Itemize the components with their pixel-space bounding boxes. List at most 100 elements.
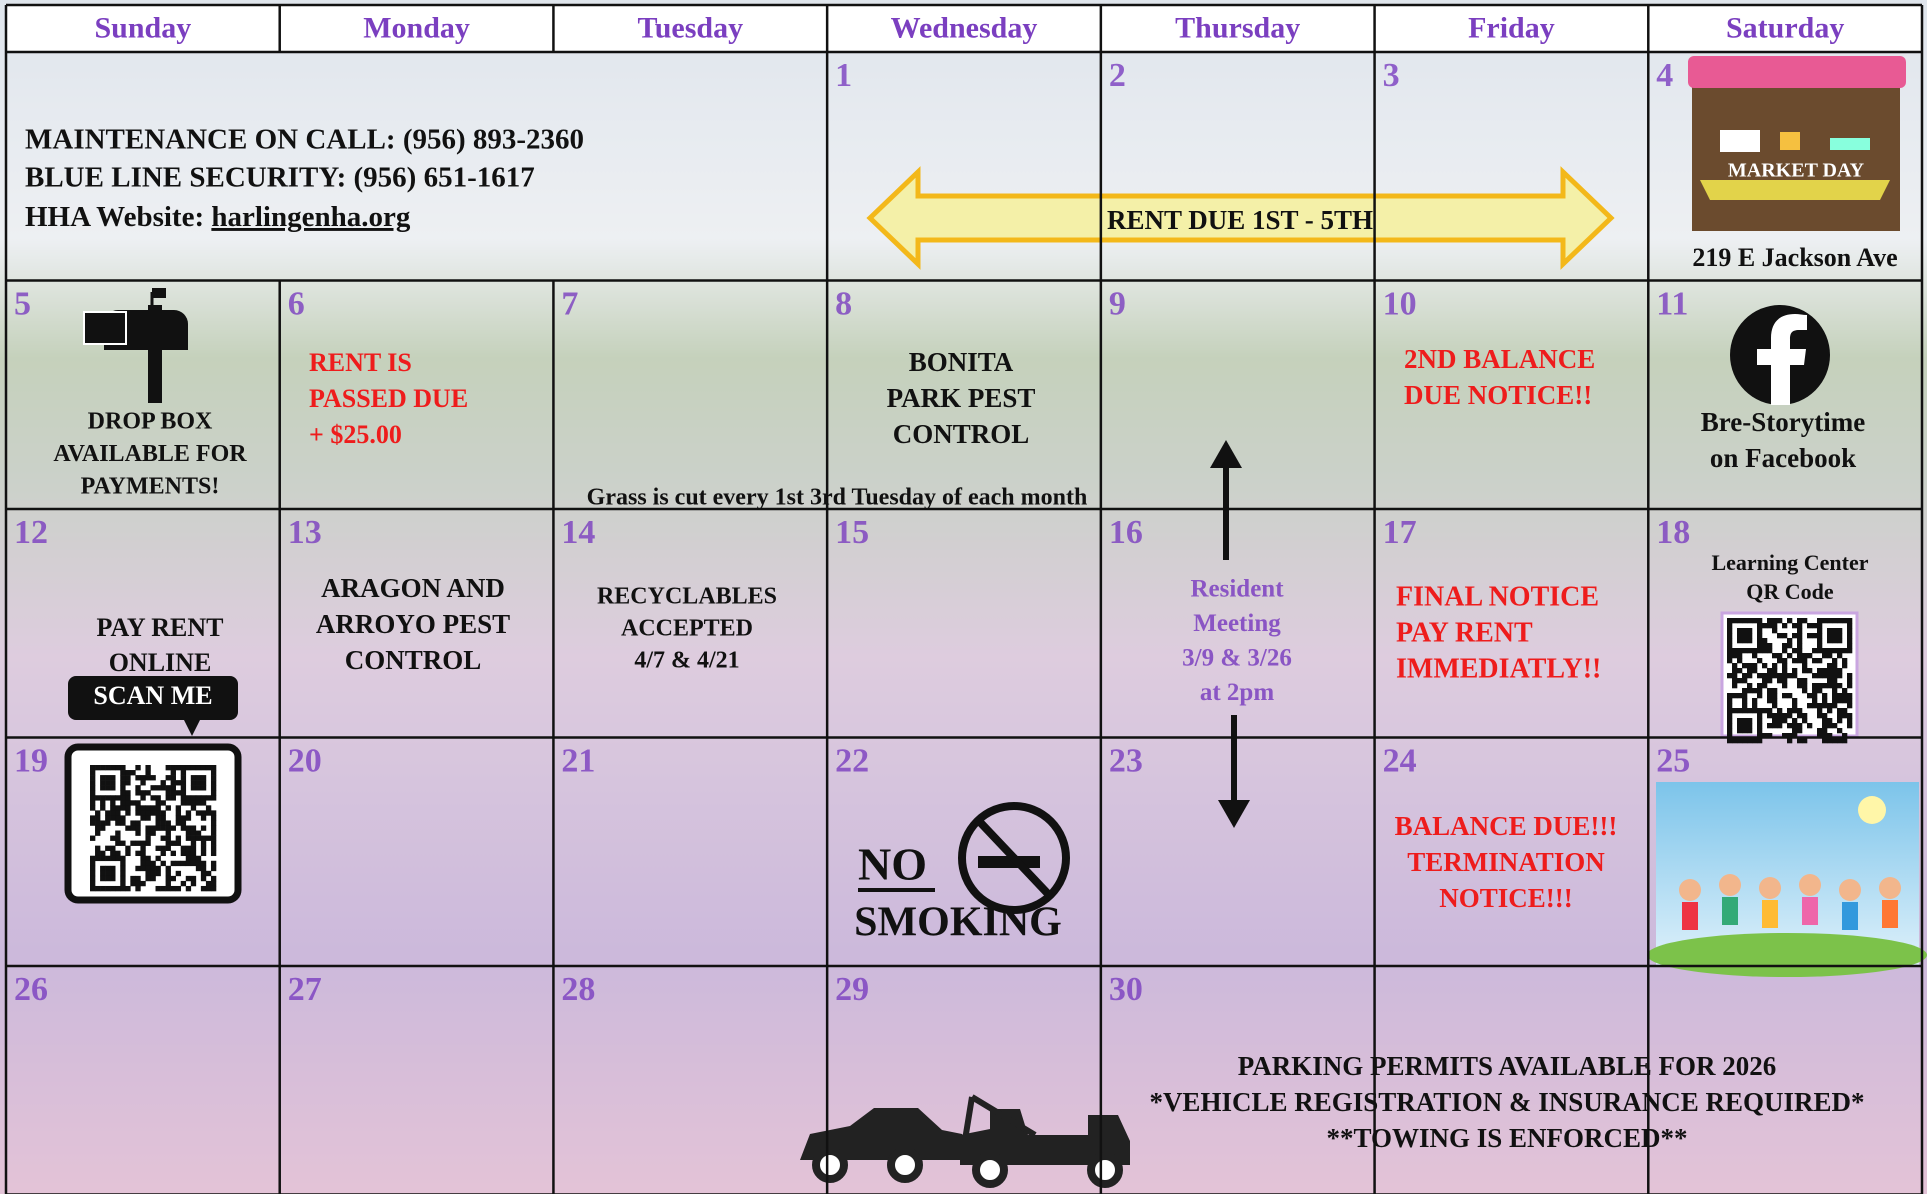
qr-module bbox=[115, 805, 121, 811]
qr-module bbox=[145, 805, 151, 811]
qr-module bbox=[1837, 713, 1843, 719]
qr-module bbox=[120, 765, 126, 771]
qr-module bbox=[140, 850, 146, 857]
qr-module bbox=[90, 885, 96, 892]
qr-module bbox=[1847, 648, 1853, 654]
qr-module bbox=[145, 870, 151, 877]
qr-module bbox=[140, 845, 146, 851]
contact-line: HHA Website: harlingenha.org bbox=[25, 201, 411, 233]
event-text: Grass is cut every 1st 3rd Tuesday of ea… bbox=[587, 485, 1088, 511]
qr-module bbox=[1837, 693, 1843, 699]
qr-module bbox=[1747, 673, 1753, 679]
qr-module bbox=[95, 815, 101, 821]
qr-module bbox=[200, 865, 207, 872]
qr-module bbox=[1822, 713, 1828, 719]
qr-module bbox=[120, 855, 126, 862]
qr-module bbox=[1762, 648, 1768, 654]
qr-module bbox=[105, 765, 111, 771]
qr-module bbox=[145, 815, 151, 821]
qr-module bbox=[145, 765, 151, 771]
qr-module bbox=[1802, 653, 1808, 659]
qr-module bbox=[1827, 633, 1833, 639]
qr-module bbox=[1757, 638, 1763, 644]
date-number: 3 bbox=[1383, 57, 1400, 94]
date-number: 21 bbox=[561, 742, 595, 779]
qr-module bbox=[1737, 678, 1743, 684]
qr-module bbox=[1737, 723, 1743, 729]
qr-module bbox=[185, 835, 192, 841]
qr-module bbox=[1742, 728, 1748, 734]
qr-module bbox=[1772, 698, 1778, 704]
qr-module bbox=[135, 765, 141, 771]
qr-module bbox=[115, 830, 121, 836]
event-text: ARROYO PEST bbox=[316, 609, 510, 639]
qr-module bbox=[110, 785, 116, 791]
qr-module bbox=[170, 795, 176, 801]
qr-module bbox=[120, 880, 126, 887]
weekday: Friday bbox=[1468, 11, 1555, 44]
qr-module bbox=[1812, 688, 1818, 694]
qr-module bbox=[1807, 623, 1813, 629]
date-number: 13 bbox=[288, 514, 322, 551]
qr-module bbox=[1782, 733, 1788, 739]
qr-module bbox=[115, 815, 121, 821]
qr-module bbox=[1797, 708, 1803, 714]
qr-module bbox=[1742, 738, 1748, 744]
qr-module bbox=[160, 780, 166, 786]
qr-module bbox=[1797, 643, 1803, 649]
qr-module bbox=[1817, 728, 1823, 734]
qr-module bbox=[120, 875, 126, 882]
qr-module bbox=[100, 800, 106, 806]
qr-module bbox=[135, 850, 141, 857]
qr-module bbox=[155, 870, 161, 877]
qr-module bbox=[95, 825, 101, 831]
qr-module bbox=[95, 795, 101, 801]
qr-module bbox=[1787, 733, 1793, 739]
qr-module bbox=[1792, 698, 1798, 704]
qr-module bbox=[1762, 683, 1768, 689]
qr-module bbox=[1787, 618, 1793, 624]
qr-module bbox=[105, 820, 111, 826]
qr-module bbox=[160, 825, 166, 831]
qr-module bbox=[1827, 738, 1833, 744]
qr-module bbox=[160, 860, 166, 867]
event-text: DUE NOTICE!! bbox=[1404, 380, 1592, 410]
qr-module bbox=[120, 860, 126, 867]
qr-module bbox=[100, 775, 106, 781]
qr-module bbox=[1847, 643, 1853, 649]
qr-module bbox=[1817, 733, 1823, 739]
qr-module bbox=[1827, 723, 1833, 729]
qr-module bbox=[1827, 648, 1833, 654]
qr-module bbox=[1742, 648, 1748, 654]
qr-module bbox=[1847, 633, 1853, 639]
date-number: 5 bbox=[14, 285, 31, 322]
qr-module bbox=[210, 790, 217, 796]
qr-module bbox=[1817, 643, 1823, 649]
qr-module bbox=[110, 815, 116, 821]
date-number: 18 bbox=[1656, 514, 1690, 551]
qr-module bbox=[1762, 623, 1768, 629]
qr-module bbox=[100, 875, 106, 882]
qr-module bbox=[125, 845, 131, 851]
qr-module bbox=[1807, 633, 1813, 639]
qr-module bbox=[1747, 663, 1753, 669]
qr-module bbox=[90, 765, 96, 771]
qr-module bbox=[180, 775, 187, 781]
qr-module bbox=[150, 875, 156, 882]
qr-module bbox=[210, 860, 217, 867]
qr-module bbox=[195, 835, 202, 841]
qr-module bbox=[1827, 653, 1833, 659]
qr-module bbox=[150, 805, 156, 811]
qr-module bbox=[1742, 633, 1748, 639]
weekday: Saturday bbox=[1726, 11, 1844, 44]
qr-module bbox=[1787, 643, 1793, 649]
qr-module bbox=[110, 795, 116, 801]
qr-module bbox=[1732, 653, 1738, 659]
qr-module bbox=[195, 830, 202, 836]
qr-module bbox=[145, 875, 151, 882]
qr-module bbox=[175, 815, 182, 821]
qr-module bbox=[175, 860, 182, 867]
qr-module bbox=[110, 875, 116, 882]
qr-module bbox=[1807, 668, 1813, 674]
qr-module bbox=[1837, 683, 1843, 689]
